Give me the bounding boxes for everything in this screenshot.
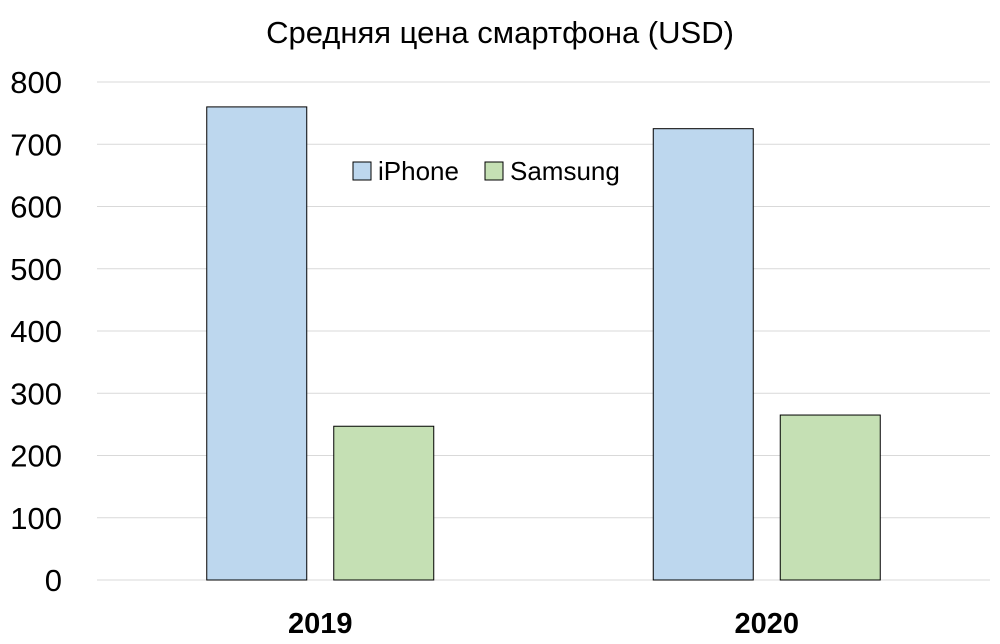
y-tick-label: 200	[10, 439, 62, 474]
legend-swatch-samsung	[484, 161, 504, 181]
y-tick-label: 0	[45, 563, 62, 598]
bar-iphone-2019	[206, 106, 308, 581]
bar-samsung-2019	[333, 425, 435, 581]
y-tick-label: 500	[10, 252, 62, 287]
x-tick-label-2019: 2019	[288, 608, 353, 640]
y-tick-label: 400	[10, 314, 62, 349]
y-tick-label: 700	[10, 127, 62, 162]
legend-swatch-iphone	[352, 161, 372, 181]
y-tick-label: 100	[10, 501, 62, 536]
y-tick-label: 600	[10, 190, 62, 225]
legend-label-samsung: Samsung	[510, 156, 620, 186]
bar-samsung-2020	[779, 414, 881, 581]
bars	[206, 106, 881, 581]
y-tick-label: 300	[10, 376, 62, 411]
y-tick-label: 800	[10, 65, 62, 100]
bar-iphone-2020	[652, 128, 754, 581]
x-axis-ticks: 2019 2020	[288, 608, 799, 640]
legend: iPhone Samsung	[352, 156, 620, 186]
legend-label-iphone: iPhone	[378, 156, 459, 186]
x-tick-label-2020: 2020	[734, 608, 799, 640]
y-axis-ticks: 0 100 200 300 400 500 600 700 800	[10, 65, 62, 598]
chart-title: Средняя цена смартфона (USD)	[266, 15, 734, 50]
